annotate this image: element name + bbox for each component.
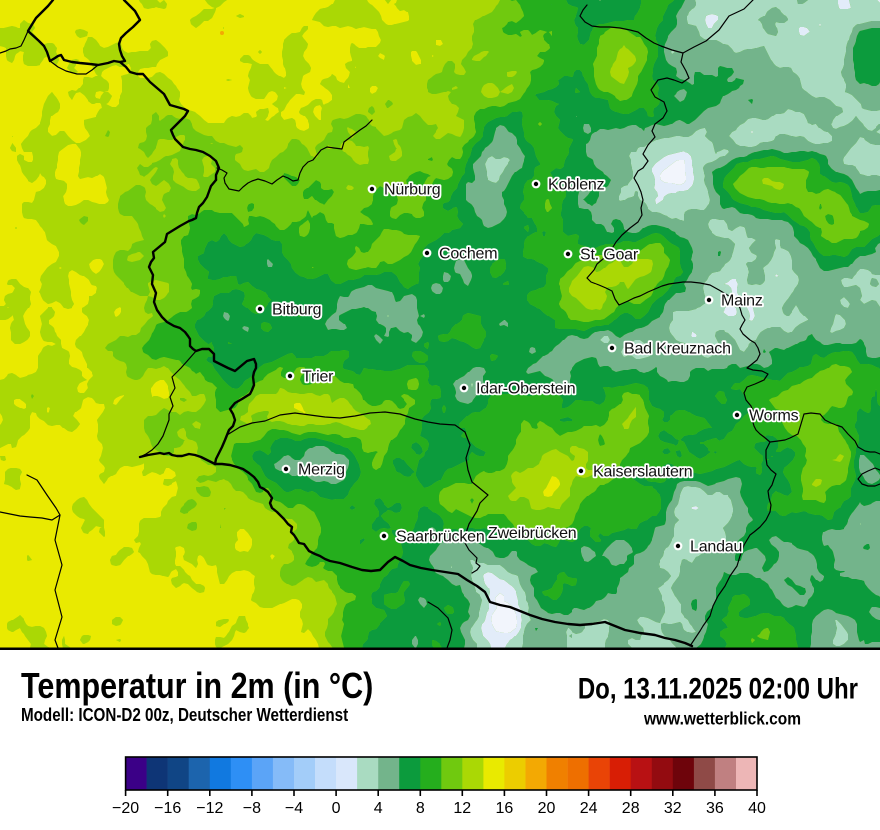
svg-text:32: 32 (664, 800, 682, 817)
svg-text:12: 12 (453, 800, 471, 817)
svg-text:Idar-Oberstein: Idar-Oberstein (476, 381, 575, 398)
svg-text:16: 16 (496, 800, 514, 817)
svg-text:0: 0 (332, 800, 341, 817)
svg-text:−12: −12 (196, 800, 223, 817)
svg-text:St. Goar: St. Goar (580, 247, 639, 264)
svg-text:Trier: Trier (302, 369, 334, 386)
svg-text:−16: −16 (154, 800, 181, 817)
svg-text:Bitburg: Bitburg (272, 302, 321, 319)
svg-text:4: 4 (374, 800, 383, 817)
svg-text:−4: −4 (285, 800, 303, 817)
svg-text:36: 36 (706, 800, 724, 817)
svg-text:Landau: Landau (690, 539, 742, 556)
svg-text:24: 24 (580, 800, 598, 817)
svg-text:Worms: Worms (749, 408, 799, 425)
svg-text:Mainz: Mainz (721, 293, 763, 310)
svg-text:Merzig: Merzig (298, 462, 345, 479)
svg-text:Cochem: Cochem (439, 246, 497, 263)
svg-text:28: 28 (622, 800, 640, 817)
svg-text:Zweibrücken: Zweibrücken (488, 525, 577, 542)
svg-text:Kaiserslautern: Kaiserslautern (593, 464, 692, 481)
svg-text:8: 8 (416, 800, 425, 817)
svg-text:Saarbrücken: Saarbrücken (396, 529, 485, 546)
svg-text:−20: −20 (112, 800, 139, 817)
svg-text:20: 20 (538, 800, 556, 817)
svg-text:Nürburg: Nürburg (384, 182, 440, 199)
svg-text:40: 40 (748, 800, 766, 817)
svg-text:Bad Kreuznach: Bad Kreuznach (624, 341, 731, 358)
svg-text:−8: −8 (243, 800, 261, 817)
svg-text:Koblenz: Koblenz (548, 177, 605, 194)
